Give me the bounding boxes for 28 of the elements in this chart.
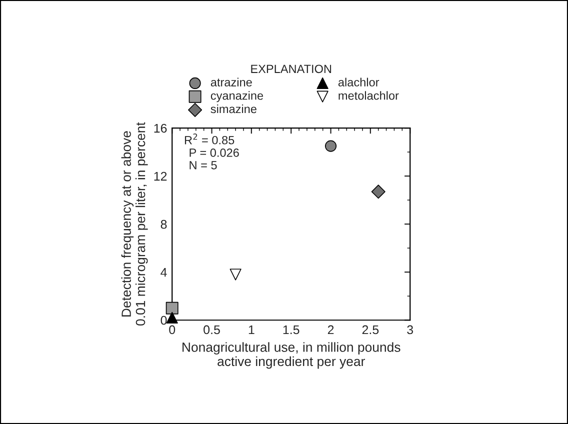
x-tick-label: 3: [407, 325, 414, 334]
x-axis-title: Nonagricultural use, in million pounds active ingredient per year: [182, 342, 400, 369]
y-tick-label: 16: [154, 124, 167, 133]
x-tick-label: 1.5: [283, 325, 300, 334]
y-axis-title: Detection frequency at or above 0.01 microgram per liter, in percent: [121, 122, 148, 326]
x-tick-label: 0.5: [204, 325, 220, 334]
point: [371, 184, 386, 199]
y-tick-label: 12: [154, 172, 167, 181]
y-tick-label: 4: [160, 268, 167, 277]
legend-label: atrazine: [210, 78, 252, 86]
annotation: P = 0.026: [190, 148, 239, 157]
legend-label: cyanazine: [210, 91, 264, 102]
y-tick-label: 0: [160, 316, 167, 325]
legend-title: EXPLANATION: [251, 64, 332, 74]
x-tick-label: 1: [248, 325, 254, 334]
x-tick-label: 2: [328, 325, 334, 334]
x-tick-label: 0: [169, 325, 176, 334]
point: [324, 140, 337, 152]
x-tick-label: 2.5: [362, 325, 379, 334]
y-tick-label: 8: [160, 220, 167, 229]
legend-label: alachlor: [338, 78, 380, 86]
point: [230, 268, 242, 280]
legend-label: metolachlor: [338, 91, 399, 100]
point: [166, 312, 178, 324]
annotation: R$^{2}$ = 0.85: [184, 134, 234, 144]
annotation: N = 5: [190, 161, 217, 170]
point: [166, 302, 178, 314]
legend-label: simazine: [210, 104, 256, 114]
